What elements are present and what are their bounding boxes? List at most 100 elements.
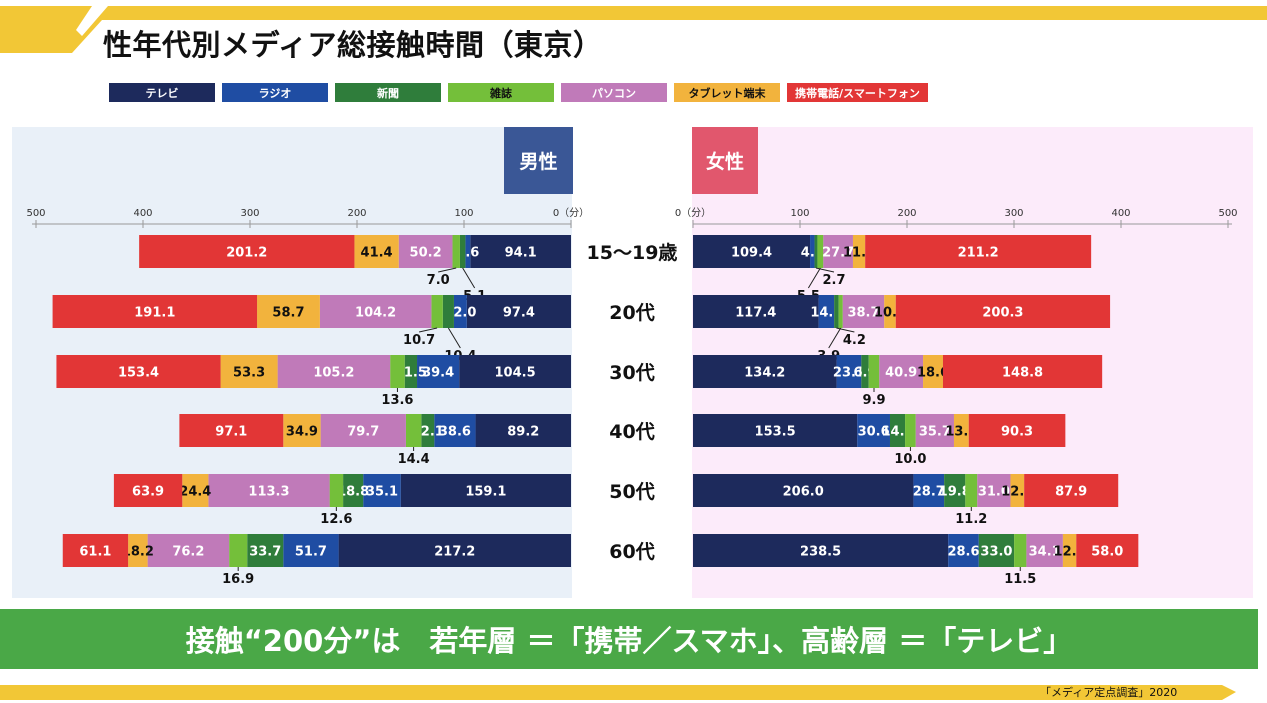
male-callout-label: 12.6 bbox=[320, 512, 352, 527]
female-bar-3 bbox=[965, 474, 978, 507]
male-bar-6 bbox=[62, 534, 129, 567]
female-value-label: 87.9 bbox=[1055, 485, 1087, 500]
male-bar-2 bbox=[459, 235, 466, 268]
female-bar-4 bbox=[879, 355, 924, 388]
female-value-label: 211.2 bbox=[958, 246, 999, 261]
female-tick-label: 500 bbox=[1218, 208, 1237, 219]
female-bar-5 bbox=[884, 295, 896, 328]
male-value-label: 217.2 bbox=[434, 545, 475, 560]
male-bar-4 bbox=[398, 235, 453, 268]
male-bar-5 bbox=[182, 474, 209, 507]
female-bar-1 bbox=[836, 355, 862, 388]
header-ribbon-notch bbox=[76, 6, 108, 36]
page-title: 性年代別メディア総接触時間（東京） bbox=[103, 28, 603, 62]
male-value-label: 58.7 bbox=[272, 306, 304, 321]
male-bar-0 bbox=[475, 414, 571, 447]
male-panel-title: 男性 bbox=[504, 127, 573, 194]
female-bar-2 bbox=[861, 355, 869, 388]
female-callout-label: 11.5 bbox=[1004, 572, 1036, 587]
male-bar-0 bbox=[470, 235, 571, 268]
female-callout-label: 9.9 bbox=[862, 393, 885, 408]
female-value-label: 109.4 bbox=[731, 246, 772, 261]
female-bar-6 bbox=[865, 235, 1092, 268]
male-callout-label: 13.6 bbox=[381, 393, 413, 408]
male-bar-1 bbox=[465, 235, 471, 268]
age-category-label: 30代 bbox=[609, 362, 654, 384]
female-value-label: 40.9 bbox=[885, 366, 917, 381]
male-bar-3 bbox=[431, 295, 443, 328]
female-bar-4 bbox=[977, 474, 1011, 507]
legend-item: 新聞 bbox=[335, 83, 441, 102]
female-bar-4 bbox=[915, 414, 954, 447]
female-bar-6 bbox=[895, 295, 1111, 328]
male-value-label: 39.4 bbox=[422, 366, 454, 381]
female-value-label: 134.2 bbox=[744, 366, 785, 381]
footer-ribbon bbox=[0, 685, 1236, 700]
female-value-label: 30.6 bbox=[858, 425, 890, 440]
male-bar-4 bbox=[208, 474, 330, 507]
female-bar-4 bbox=[842, 295, 885, 328]
female-bar-2 bbox=[834, 295, 839, 328]
female-value-label: 58.0 bbox=[1091, 545, 1123, 560]
male-value-label: 38.6 bbox=[439, 425, 471, 440]
legend-item: 雑誌 bbox=[448, 83, 554, 102]
male-callout-line bbox=[438, 267, 457, 273]
female-panel-title: 女性 bbox=[692, 127, 758, 194]
male-callout-label: 16.9 bbox=[222, 572, 254, 587]
male-tick-label: 200 bbox=[347, 208, 366, 219]
male-value-label: 105.2 bbox=[313, 366, 354, 381]
female-value-label: 90.3 bbox=[1001, 425, 1033, 440]
female-callout-label: 4.2 bbox=[843, 333, 866, 348]
male-bar-1 bbox=[434, 414, 476, 447]
male-bar-4 bbox=[147, 534, 230, 567]
male-value-label: 97.1 bbox=[215, 425, 247, 440]
female-bar-6 bbox=[942, 355, 1103, 388]
male-bar-2 bbox=[421, 414, 435, 447]
male-value-label: 201.2 bbox=[226, 246, 267, 261]
female-value-label: 19.8 bbox=[939, 485, 971, 500]
female-value-label: 206.0 bbox=[783, 485, 824, 500]
female-bar-0 bbox=[693, 235, 811, 268]
male-bar-0 bbox=[338, 534, 571, 567]
female-bar-5 bbox=[923, 355, 943, 388]
male-bar-6 bbox=[113, 474, 183, 507]
male-value-label: 18.8 bbox=[337, 485, 369, 500]
female-bar-1 bbox=[810, 235, 815, 268]
male-bar-2 bbox=[343, 474, 364, 507]
male-value-label: 33.7 bbox=[249, 545, 281, 560]
legend-item: ラジオ bbox=[222, 83, 328, 102]
female-bar-2 bbox=[814, 235, 818, 268]
female-bar-5 bbox=[1062, 534, 1077, 567]
female-bar-3 bbox=[1014, 534, 1027, 567]
male-tick-label: 100 bbox=[454, 208, 473, 219]
male-value-label: 51.7 bbox=[295, 545, 327, 560]
male-bar-6 bbox=[139, 235, 355, 268]
female-callout-line bbox=[828, 327, 842, 349]
male-bar-3 bbox=[405, 414, 422, 447]
male-tick-label: 500 bbox=[26, 208, 45, 219]
male-callout-line bbox=[418, 327, 438, 333]
female-value-label: 33.0 bbox=[980, 545, 1012, 560]
female-tick-label: 0（分） bbox=[675, 207, 711, 219]
legend: テレビ ラジオ 新聞 雑誌 パソコン タブレット端末 携帯電話/スマートフォン bbox=[109, 83, 928, 102]
male-callout-line bbox=[462, 267, 476, 289]
male-bar-3 bbox=[452, 235, 460, 268]
age-category-label: 60代 bbox=[609, 541, 654, 563]
male-bar-0 bbox=[466, 295, 571, 328]
female-bar-1 bbox=[818, 295, 835, 328]
male-value-label: 41.4 bbox=[361, 246, 393, 261]
male-bar-1 bbox=[417, 355, 460, 388]
female-bar-4 bbox=[1026, 534, 1063, 567]
male-value-label: 191.1 bbox=[134, 306, 175, 321]
male-callout-label: 10.7 bbox=[403, 333, 435, 348]
female-bar-5 bbox=[953, 414, 969, 447]
female-callout-label: 2.7 bbox=[822, 273, 845, 288]
age-category-label: 15〜19歳 bbox=[587, 242, 678, 264]
male-value-label: 104.5 bbox=[495, 366, 536, 381]
male-bar-6 bbox=[56, 355, 221, 388]
female-bar-0 bbox=[693, 474, 914, 507]
female-bar-0 bbox=[693, 355, 837, 388]
female-bar-6 bbox=[968, 414, 1066, 447]
female-bar-3 bbox=[817, 235, 824, 268]
